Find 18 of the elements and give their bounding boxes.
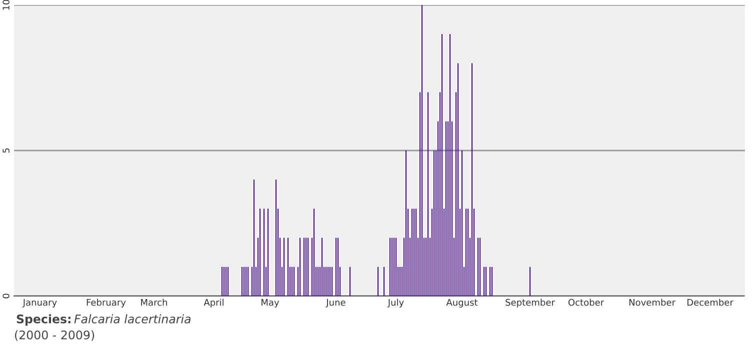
text: (2000 - 2009) [15, 330, 94, 341]
x-tick-label: March [141, 298, 167, 306]
x-tick-label: January [22, 299, 57, 308]
x-tick-label: May [262, 299, 280, 308]
x-tick-label: June [326, 299, 346, 308]
x-tick-label: August [446, 299, 478, 308]
x-tick-label: February [86, 298, 126, 308]
y-tick-label: 5 [2, 148, 10, 153]
text: Falcaria lacertinaria [74, 314, 190, 324]
x-tick-label: December [687, 298, 734, 306]
x-tick-label: November [629, 298, 676, 306]
x-tick-label: September [506, 298, 555, 308]
y-tick-label: 10 [2, 0, 10, 10]
y-tick-label: 0 [2, 294, 10, 298]
x-tick-label: April [204, 298, 224, 308]
x-tick-label: October [568, 298, 604, 306]
x-tick-label: July [387, 298, 404, 308]
text: Species: [16, 314, 70, 326]
